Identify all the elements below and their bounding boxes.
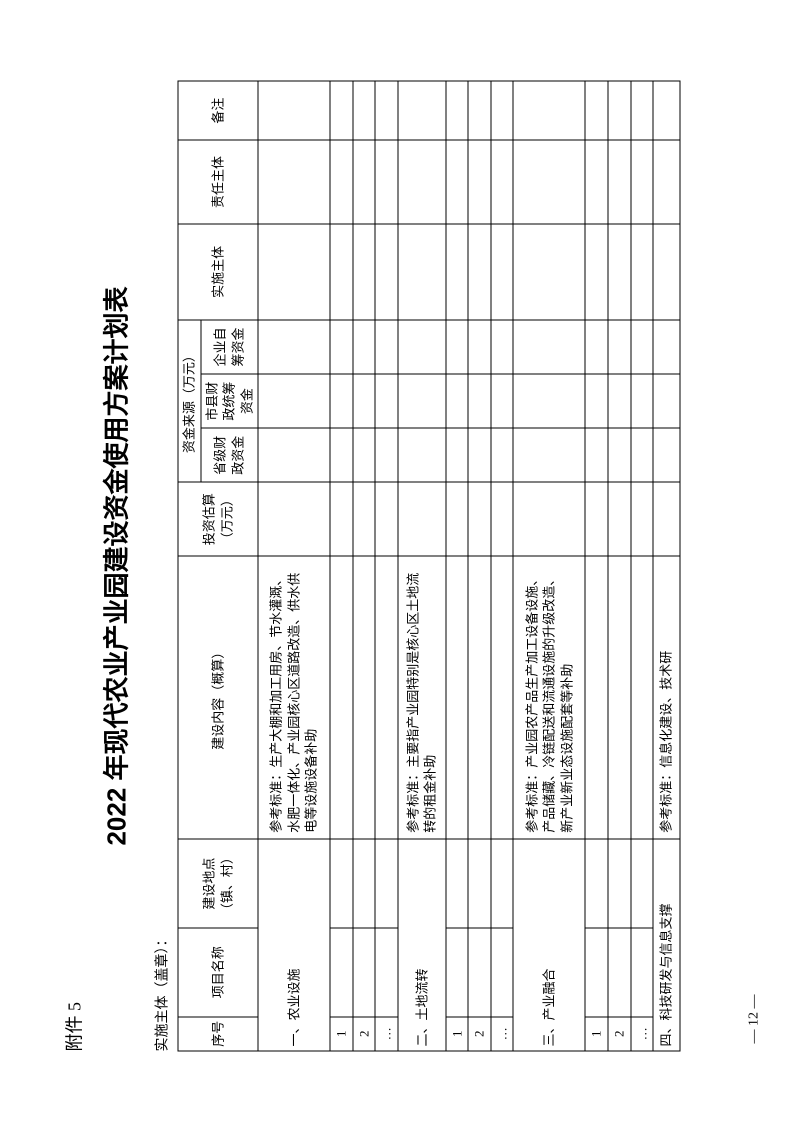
th-est-l2: （万元） — [219, 493, 234, 545]
row-num: 1 — [585, 1016, 608, 1050]
page-container: 附件 5 2022 年现代农业产业园建设资金使用方案计划表 实施主体（盖章）： … — [0, 0, 800, 1131]
th-rem: 备注 — [178, 81, 258, 140]
row-num: … — [375, 1016, 398, 1050]
page-number: — 12 — — [746, 994, 762, 1043]
table-row: 1 — [585, 81, 608, 1051]
th-fund-prov: 省级财政资金 — [200, 428, 258, 482]
table-row: … — [630, 81, 653, 1051]
section-4-label: 四、科技研发与信息支撑 — [653, 839, 680, 1051]
th-loc: 建设地点 （镇、村） — [178, 839, 258, 928]
table-row: 2 — [608, 81, 631, 1051]
section-3-ref: 参考标准：产业园农产品生产加工设备设施、产品储藏、冷链配送和流通设施的升级改造、… — [513, 556, 585, 839]
section-4-row: 四、科技研发与信息支撑 参考标准：信息化建设、技术研 — [653, 81, 680, 1051]
section-2-ref: 参考标准：主要指产业园特别是核心区土地流转的租金补助 — [397, 556, 445, 839]
section-1-label: 一、农业设施 — [258, 839, 330, 1051]
section-1-row: 一、农业设施 参考标准：生产大棚和加工用房、节水灌溉、水肥一体化、产业园核心区道… — [258, 81, 330, 1051]
th-fund-ent: 企业自筹资金 — [200, 319, 258, 373]
th-fund-city: 市县财政统筹资金 — [200, 374, 258, 428]
th-seq: 序号 — [178, 1016, 258, 1050]
row-num: 2 — [468, 1016, 491, 1050]
th-est: 投资估算 （万元） — [178, 482, 258, 556]
row-num: … — [630, 1016, 653, 1050]
row-num: 2 — [352, 1016, 375, 1050]
plan-table: 序号 项目名称 建设地点 （镇、村） 建设内容（概算） 投资估算 （万元） 资金… — [177, 80, 680, 1051]
main-title: 2022 年现代农业产业园建设资金使用方案计划表 — [96, 80, 133, 1051]
table-row: 2 — [352, 81, 375, 1051]
row-num: … — [490, 1016, 513, 1050]
th-resp: 责任主体 — [178, 140, 258, 224]
section-4-ref: 参考标准：信息化建设、技术研 — [653, 556, 680, 839]
entity-line: 实施主体（盖章）： — [151, 80, 171, 1051]
row-num: 1 — [330, 1016, 353, 1050]
section-3-row: 三、产业融合 参考标准：产业园农产品生产加工设备设施、产品储藏、冷链配送和流通设… — [513, 81, 585, 1051]
th-content: 建设内容（概算） — [178, 556, 258, 839]
th-est-l1: 投资估算 — [201, 493, 216, 545]
th-fund-group: 资金来源（万元） — [178, 319, 201, 481]
section-2-label: 二、土地流转 — [397, 839, 445, 1051]
section-2-row: 二、土地流转 参考标准：主要指产业园特别是核心区土地流转的租金补助 — [397, 81, 445, 1051]
table-row: 2 — [468, 81, 491, 1051]
attachment-label: 附件 5 — [60, 80, 86, 1051]
th-impl: 实施主体 — [178, 223, 258, 319]
header-row-1: 序号 项目名称 建设地点 （镇、村） 建设内容（概算） 投资估算 （万元） 资金… — [178, 81, 201, 1051]
table-row: 1 — [330, 81, 353, 1051]
th-loc-l1: 建设地点 — [201, 857, 216, 909]
th-name: 项目名称 — [178, 927, 258, 1016]
row-num: 2 — [608, 1016, 631, 1050]
table-row: … — [375, 81, 398, 1051]
table-row: … — [490, 81, 513, 1051]
section-1-ref: 参考标准：生产大棚和加工用房、节水灌溉、水肥一体化、产业园核心区道路改造、供水供… — [258, 556, 330, 839]
table-row: 1 — [445, 81, 468, 1051]
th-loc-l2: （镇、村） — [219, 851, 234, 916]
section-3-label: 三、产业融合 — [513, 839, 585, 1051]
row-num: 1 — [445, 1016, 468, 1050]
